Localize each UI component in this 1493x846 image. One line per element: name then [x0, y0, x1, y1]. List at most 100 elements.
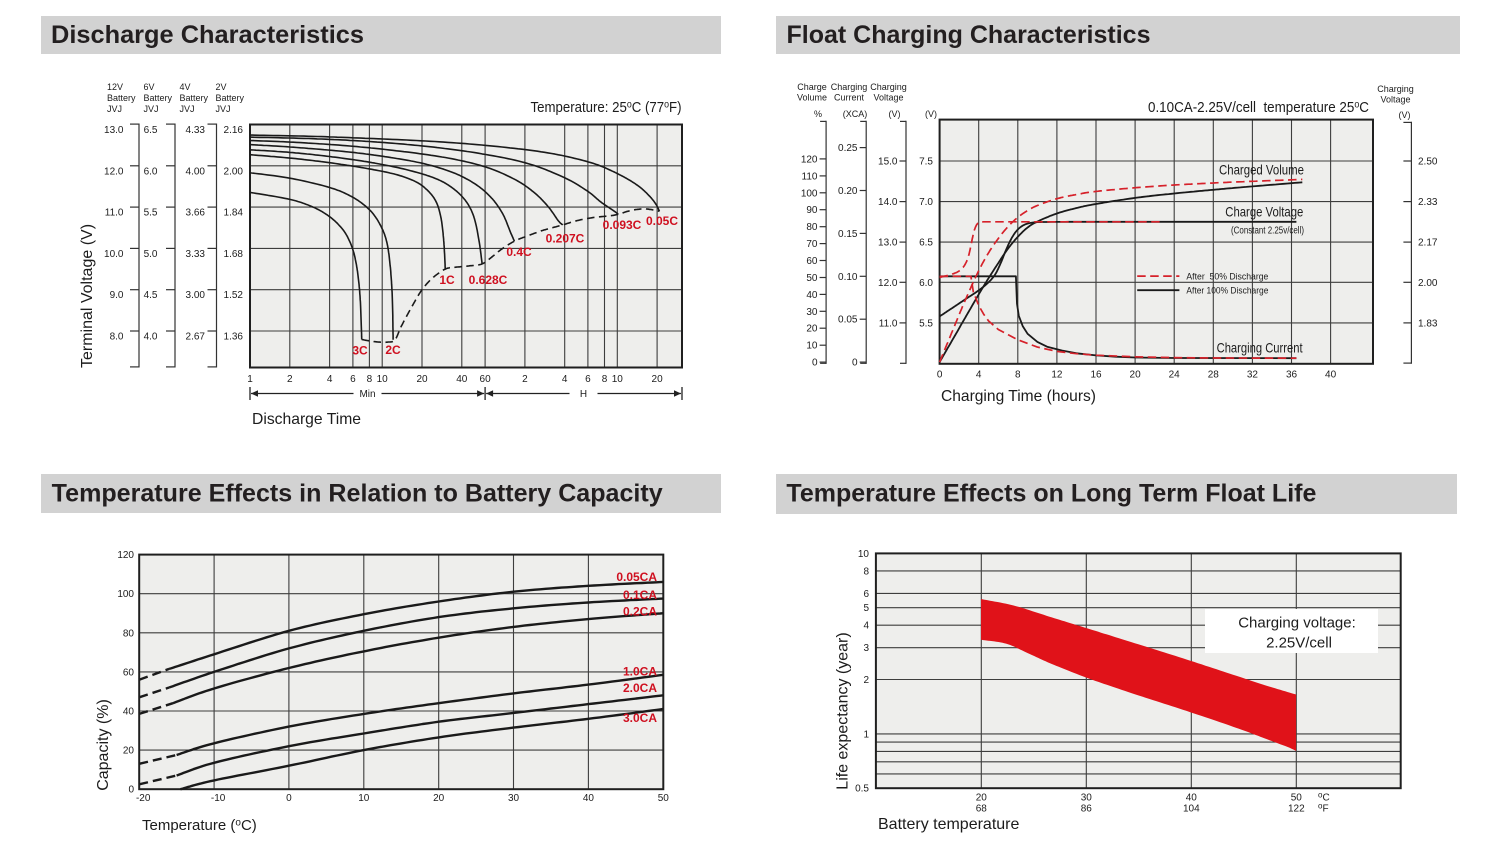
svg-text:Charging: Charging	[870, 82, 907, 92]
svg-text:32: 32	[1247, 370, 1259, 381]
svg-text:5.5: 5.5	[144, 208, 158, 219]
svg-text:20: 20	[1130, 370, 1142, 381]
svg-text:1.52: 1.52	[224, 290, 244, 301]
svg-text:12V: 12V	[107, 82, 123, 92]
svg-text:0.05: 0.05	[838, 315, 858, 326]
svg-text:0.5: 0.5	[855, 784, 869, 795]
svg-text:0.15: 0.15	[838, 229, 858, 240]
svg-text:36: 36	[1286, 370, 1298, 381]
svg-text:0: 0	[286, 793, 292, 804]
svg-text:40: 40	[583, 793, 595, 804]
svg-text:4.0: 4.0	[144, 332, 158, 343]
svg-text:4: 4	[562, 374, 568, 385]
svg-text:10.0: 10.0	[104, 249, 124, 260]
svg-text:1: 1	[247, 374, 253, 385]
svg-text:30: 30	[508, 793, 520, 804]
svg-text:Charging: Charging	[1377, 84, 1414, 94]
svg-text:14.0: 14.0	[878, 197, 898, 208]
svg-text:6.5: 6.5	[919, 238, 933, 249]
svg-text:JVJ: JVJ	[144, 104, 159, 114]
svg-text:12: 12	[1051, 370, 1063, 381]
svg-text:Discharge Characteristics: Discharge Characteristics	[51, 21, 364, 49]
svg-text:Life expectancy (year): Life expectancy (year)	[835, 632, 852, 789]
svg-text:Current: Current	[834, 93, 865, 103]
svg-text:13.0: 13.0	[104, 125, 124, 136]
svg-text:Charged Volume: Charged Volume	[1219, 162, 1304, 178]
svg-text:0.093C: 0.093C	[603, 218, 642, 232]
svg-text:24: 24	[1169, 370, 1181, 381]
svg-text:10: 10	[612, 374, 624, 385]
svg-text:2.00: 2.00	[224, 166, 244, 177]
svg-text:11.0: 11.0	[105, 208, 124, 219]
svg-text:1C: 1C	[439, 273, 455, 287]
svg-text:60: 60	[480, 374, 492, 385]
svg-text:0: 0	[852, 358, 858, 369]
svg-text:0.207C: 0.207C	[546, 232, 585, 246]
svg-text:Discharge Time: Discharge Time	[252, 411, 361, 428]
svg-text:86: 86	[1081, 804, 1093, 815]
svg-text:2: 2	[287, 374, 293, 385]
svg-text:Capacity (%): Capacity (%)	[95, 699, 112, 791]
svg-text:0.2CA: 0.2CA	[623, 605, 657, 619]
svg-text:1: 1	[863, 729, 869, 740]
svg-text:2.25V/cell: 2.25V/cell	[1266, 635, 1332, 652]
svg-text:(Constant 2.25v/cell): (Constant 2.25v/cell)	[1231, 226, 1304, 237]
svg-text:JVJ: JVJ	[216, 104, 231, 114]
svg-text:Battery temperature: Battery temperature	[878, 816, 1020, 833]
svg-text:Charging voltage:: Charging voltage:	[1238, 615, 1356, 632]
svg-text:3.0CA: 3.0CA	[623, 711, 657, 725]
svg-text:20: 20	[416, 374, 428, 385]
svg-text:30: 30	[806, 307, 818, 318]
svg-text:Voltage: Voltage	[1380, 95, 1410, 105]
svg-text:(XCA): (XCA)	[843, 109, 868, 119]
svg-text:20: 20	[123, 746, 135, 757]
svg-text:68: 68	[976, 804, 988, 815]
svg-text:6.0: 6.0	[919, 278, 933, 289]
svg-text:10: 10	[806, 341, 818, 352]
svg-text:0.1CA: 0.1CA	[623, 588, 657, 602]
svg-text:2.17: 2.17	[1418, 238, 1438, 249]
svg-text:0.10: 0.10	[838, 272, 858, 283]
svg-text:2.67: 2.67	[186, 332, 206, 343]
svg-text:(V): (V)	[889, 109, 901, 119]
svg-text:After 50% Discharge: After 50% Discharge	[1186, 272, 1268, 282]
svg-text:-10: -10	[211, 793, 226, 804]
svg-text:Battery: Battery	[107, 93, 136, 103]
svg-text:90: 90	[806, 205, 818, 216]
svg-text:JVJ: JVJ	[107, 104, 122, 114]
svg-text:50: 50	[658, 793, 670, 804]
svg-text:Temperature Effects in Relatio: Temperature Effects in Relation to Batte…	[52, 480, 663, 508]
svg-text:1.0CA: 1.0CA	[623, 665, 657, 679]
svg-text:Terminal Voltage (V): Terminal Voltage (V)	[79, 224, 96, 368]
svg-text:0.628C: 0.628C	[469, 273, 508, 287]
svg-text:Temperature: 25oC (77oF): Temperature: 25oC (77oF)	[531, 99, 682, 116]
svg-text:8.0: 8.0	[110, 332, 124, 343]
svg-text:20: 20	[652, 374, 664, 385]
svg-text:Charge: Charge	[797, 82, 827, 92]
svg-text:After 100% Discharge: After 100% Discharge	[1186, 286, 1268, 296]
svg-text:50: 50	[806, 273, 818, 284]
svg-text:1.83: 1.83	[1418, 318, 1438, 329]
svg-text:40: 40	[123, 707, 135, 718]
svg-text:4.5: 4.5	[144, 290, 158, 301]
svg-text:40: 40	[1186, 793, 1198, 804]
svg-text:110: 110	[802, 171, 818, 182]
svg-text:1.84: 1.84	[224, 208, 244, 219]
svg-text:1.36: 1.36	[224, 332, 244, 343]
svg-text:120: 120	[117, 550, 134, 561]
svg-text:60: 60	[123, 667, 135, 678]
svg-text:20: 20	[976, 793, 988, 804]
svg-text:4: 4	[863, 621, 869, 632]
svg-text:8: 8	[1015, 370, 1021, 381]
svg-text:(V): (V)	[1399, 110, 1411, 120]
svg-text:7.5: 7.5	[919, 157, 933, 168]
svg-text:7.0: 7.0	[919, 197, 933, 208]
svg-text:Battery: Battery	[144, 93, 173, 103]
svg-text:2.50: 2.50	[1418, 157, 1438, 168]
svg-text:2V: 2V	[216, 82, 227, 92]
svg-text:Voltage: Voltage	[873, 93, 903, 103]
svg-text:5.0: 5.0	[144, 249, 158, 260]
svg-text:6V: 6V	[144, 82, 155, 92]
svg-text:40: 40	[1325, 370, 1337, 381]
svg-text:28: 28	[1208, 370, 1220, 381]
